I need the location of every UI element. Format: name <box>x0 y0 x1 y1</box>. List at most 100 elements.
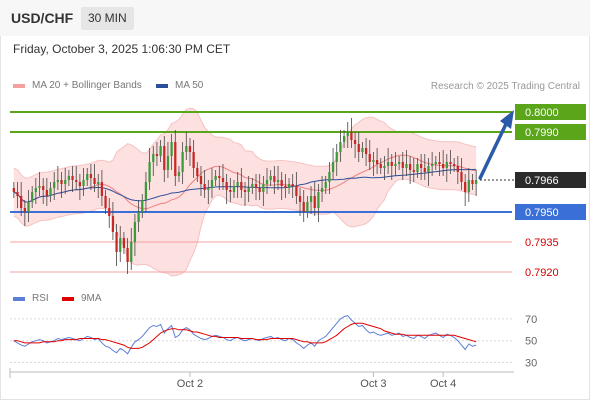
current-price-box <box>515 172 586 188</box>
rsi-tick-label: 70 <box>525 314 537 326</box>
candle-body <box>346 132 349 136</box>
candle-body <box>401 162 404 168</box>
candle <box>104 190 107 214</box>
candle <box>416 158 419 178</box>
candle-body <box>108 208 111 216</box>
candle-body <box>49 188 52 196</box>
candle-body <box>342 136 346 142</box>
candle <box>196 162 199 182</box>
candle <box>108 198 111 228</box>
candle-body <box>64 180 67 184</box>
candle <box>221 164 225 190</box>
candle <box>471 174 474 190</box>
candle-body <box>221 178 225 182</box>
candle <box>320 176 324 202</box>
candle <box>243 182 247 206</box>
candle-body <box>137 212 140 222</box>
candle <box>111 202 115 240</box>
candle <box>207 180 210 204</box>
candle <box>397 156 401 170</box>
candle <box>115 224 118 266</box>
x-tick-label: Oct 2 <box>177 378 203 390</box>
candle <box>386 148 390 174</box>
candle-body <box>42 186 45 190</box>
candle-body <box>247 188 250 192</box>
candle <box>137 200 140 232</box>
candle-body <box>445 162 448 168</box>
candle-body <box>218 176 221 178</box>
candle <box>60 172 63 198</box>
candle <box>97 174 100 198</box>
resistance-label: 0.8000 <box>525 107 559 119</box>
candle <box>258 174 261 200</box>
candle-body <box>133 222 137 242</box>
candle-body <box>390 162 393 166</box>
ma9-swatch <box>62 296 74 301</box>
candle-body <box>295 186 298 196</box>
candle <box>339 130 342 162</box>
x-tick-label: Oct 4 <box>430 378 456 390</box>
candle-body <box>405 164 408 168</box>
candle-body <box>475 180 478 184</box>
candle-body <box>199 176 203 184</box>
candle <box>434 156 437 170</box>
candle <box>280 172 283 200</box>
candle <box>251 178 254 194</box>
candle-body <box>38 186 41 188</box>
research-credit: Research © 2025 Trading Central <box>430 81 580 92</box>
candle <box>295 172 298 204</box>
candle <box>302 190 305 222</box>
candle-body <box>159 146 162 156</box>
candle <box>368 140 371 170</box>
candle <box>408 156 412 184</box>
candle <box>346 122 349 148</box>
candle-body <box>67 176 71 180</box>
candle-body <box>265 180 269 184</box>
candle-body <box>45 190 48 196</box>
forecast-arrow-head <box>500 110 514 129</box>
candle <box>328 162 331 194</box>
legend-ma20: MA 20 + Bollinger Bands <box>13 80 142 91</box>
candle-body <box>357 144 360 152</box>
candle-body <box>471 180 474 184</box>
candle <box>42 178 45 204</box>
candle <box>119 226 122 262</box>
candle-body <box>115 232 118 252</box>
candle-body <box>86 174 89 180</box>
candle-body <box>119 238 122 252</box>
candle <box>449 150 452 174</box>
candle-body <box>317 192 320 208</box>
candle-body <box>258 188 261 192</box>
time-axis: Oct 2 Oct 3 Oct 4 <box>9 368 514 390</box>
candle <box>405 150 408 176</box>
price-labels: 0.8000 0.7990 0.7950 0.7935 0.7920 0.7966 <box>480 104 586 279</box>
candle-body <box>276 180 280 182</box>
resistance-label: 0.7990 <box>525 127 559 139</box>
candle <box>273 166 276 194</box>
candle <box>78 174 82 200</box>
candle <box>122 232 126 254</box>
candles <box>12 118 478 274</box>
candle-body <box>229 190 232 192</box>
candle <box>254 174 258 200</box>
candle-body <box>339 142 342 152</box>
candle-body <box>163 146 166 170</box>
timeframe-button[interactable]: 30 MIN <box>81 7 134 30</box>
candle-body <box>386 162 390 166</box>
candle <box>199 166 203 196</box>
candle-body <box>434 162 437 164</box>
candle-body <box>82 180 85 186</box>
candle <box>31 186 34 208</box>
support-label: 0.7935 <box>525 237 559 249</box>
candle-body <box>122 238 126 248</box>
candle <box>269 170 272 186</box>
ma20-swatch <box>13 83 25 88</box>
candle-body <box>427 166 430 172</box>
candle-body <box>185 146 188 152</box>
rsi-swatch <box>13 296 25 301</box>
candle-body <box>97 182 100 184</box>
rsi-panel: 70 50 30 <box>10 314 537 370</box>
candle-body <box>408 164 412 170</box>
resistance-label-box <box>515 124 586 140</box>
